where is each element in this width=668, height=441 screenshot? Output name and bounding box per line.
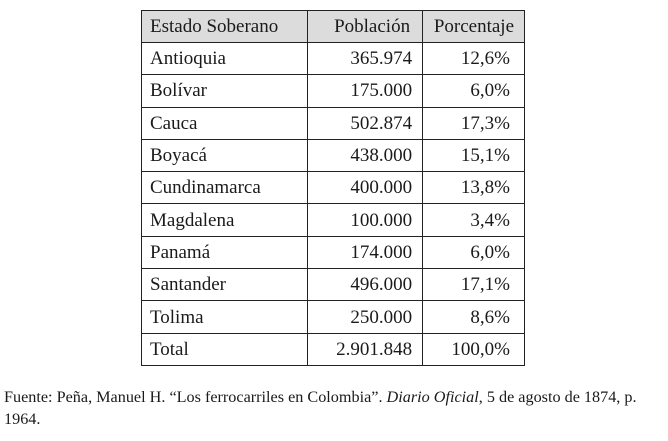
source-citation: Fuente: Peña, Manuel H. “Los ferrocarril… xyxy=(4,386,664,430)
cell-porcentaje: 6,0% xyxy=(422,235,525,270)
header-estado-soberano: Estado Soberano xyxy=(141,10,308,43)
cell-porcentaje: 3,4% xyxy=(422,203,525,237)
cell-poblacion: 250.000 xyxy=(306,300,424,334)
cell-poblacion: 365.974 xyxy=(306,41,424,76)
population-table: Estado Soberano Población Porcentaje Ant… xyxy=(141,10,525,366)
table-row: Cundinamarca 400.000 13,8% xyxy=(141,171,525,205)
cell-poblacion: 496.000 xyxy=(306,268,424,302)
header-poblacion: Población xyxy=(306,10,424,43)
cell-porcentaje: 6,0% xyxy=(422,74,525,108)
table-row: Panamá 174.000 6,0% xyxy=(141,235,525,270)
source-prefix: Fuente: Peña, Manuel H. “Los ferrocarril… xyxy=(4,388,387,406)
cell-porcentaje: 17,3% xyxy=(422,106,525,140)
cell-poblacion: 502.874 xyxy=(306,106,424,140)
cell-total-poblacion: 2.901.848 xyxy=(306,332,424,366)
cell-estado: Cundinamarca xyxy=(141,171,308,205)
cell-porcentaje: 12,6% xyxy=(422,41,525,76)
cell-total-porcentaje: 100,0% xyxy=(422,332,525,366)
cell-poblacion: 174.000 xyxy=(306,235,424,270)
table-total-row: Total 2.901.848 100,0% xyxy=(141,332,525,366)
cell-poblacion: 400.000 xyxy=(306,171,424,205)
cell-porcentaje: 8,6% xyxy=(422,300,525,334)
cell-estado: Cauca xyxy=(141,106,308,140)
table-row: Cauca 502.874 17,3% xyxy=(141,106,525,140)
cell-estado: Magdalena xyxy=(141,203,308,237)
table-header-row: Estado Soberano Población Porcentaje xyxy=(141,10,525,43)
table-row: Tolima 250.000 8,6% xyxy=(141,300,525,334)
table-row: Bolívar 175.000 6,0% xyxy=(141,74,525,108)
cell-estado: Bolívar xyxy=(141,74,308,108)
cell-poblacion: 438.000 xyxy=(306,138,424,173)
cell-estado: Panamá xyxy=(141,235,308,270)
cell-estado: Santander xyxy=(141,268,308,302)
cell-poblacion: 100.000 xyxy=(306,203,424,237)
cell-porcentaje: 15,1% xyxy=(422,138,525,173)
cell-porcentaje: 13,8% xyxy=(422,171,525,205)
table-row: Boyacá 438.000 15,1% xyxy=(141,138,525,173)
cell-estado: Boyacá xyxy=(141,138,308,173)
population-table-container: Estado Soberano Población Porcentaje Ant… xyxy=(141,10,525,366)
source-suffix: , 5 de agosto de 1874, p. 1964. xyxy=(4,388,637,428)
cell-poblacion: 175.000 xyxy=(306,74,424,108)
table-row: Santander 496.000 17,1% xyxy=(141,268,525,302)
source-journal: Diario Oficial xyxy=(386,388,479,406)
cell-estado: Antioquia xyxy=(141,41,308,76)
header-porcentaje: Porcentaje xyxy=(422,10,525,43)
table-row: Antioquia 365.974 12,6% xyxy=(141,41,525,76)
cell-porcentaje: 17,1% xyxy=(422,268,525,302)
table-row: Magdalena 100.000 3,4% xyxy=(141,203,525,237)
cell-total-label: Total xyxy=(141,332,308,366)
cell-estado: Tolima xyxy=(141,300,308,334)
